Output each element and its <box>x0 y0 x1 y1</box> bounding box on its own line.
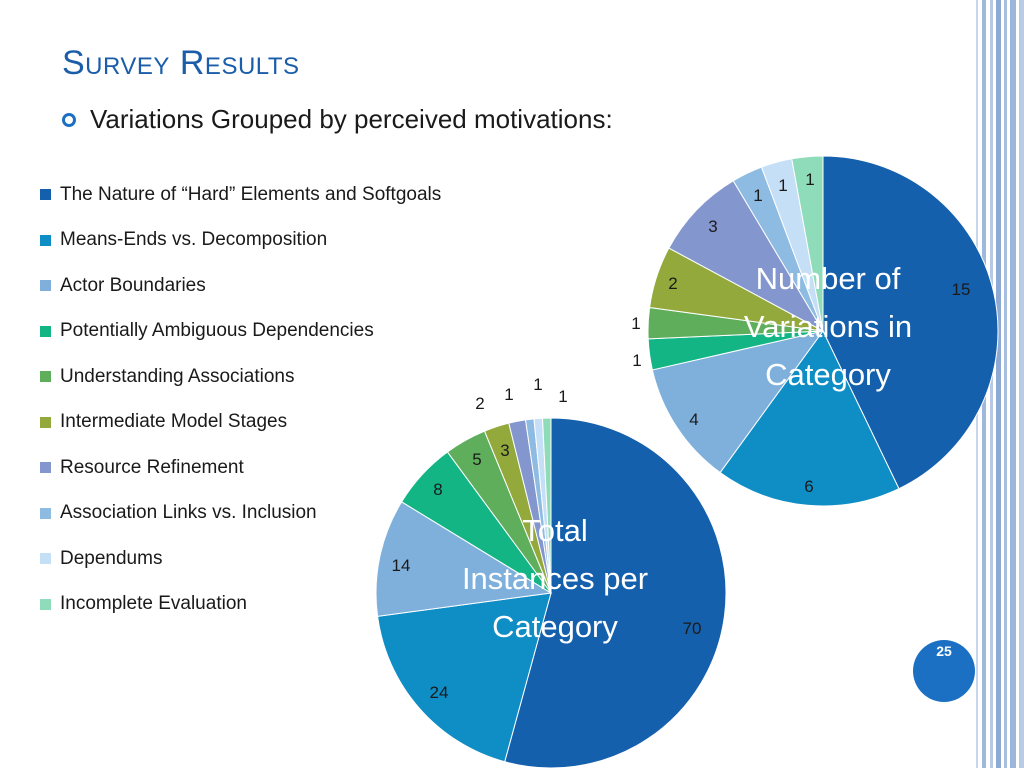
pie-slice <box>375 501 553 617</box>
legend-item: Incomplete Evaluation <box>40 582 441 628</box>
pie-slice <box>719 330 900 507</box>
legend-label: Actor Boundaries <box>60 274 206 296</box>
legend-item: Understanding Associations <box>40 354 441 400</box>
chart-legend: The Nature of “Hard” Elements and Softgo… <box>40 172 441 627</box>
pie-slice <box>651 330 825 474</box>
legend-swatch <box>40 553 51 565</box>
pie-slice <box>668 180 825 333</box>
legend-swatch <box>40 598 51 610</box>
pie-slice <box>504 417 727 768</box>
data-label: 5 <box>472 450 481 469</box>
legend-item: Association Links vs. Inclusion <box>40 491 441 537</box>
data-label: 15 <box>952 280 971 299</box>
data-label: 2 <box>475 394 484 413</box>
legend-label: Association Links vs. Inclusion <box>60 502 317 524</box>
legend-swatch <box>40 280 51 292</box>
data-label: 6 <box>804 477 813 496</box>
legend-label: Dependums <box>60 547 163 569</box>
legend-label: Means-Ends vs. Decomposition <box>60 229 328 251</box>
slide-subtitle: Variations Grouped by perceived motivati… <box>90 104 613 134</box>
data-label: 3 <box>500 441 509 460</box>
data-label: 1 <box>631 314 640 333</box>
legend-swatch <box>40 234 51 246</box>
legend-item: The Nature of “Hard” Elements and Softgo… <box>40 172 441 218</box>
data-label: 1 <box>753 186 762 205</box>
legend-swatch <box>40 325 51 337</box>
legend-label: Resource Refinement <box>60 456 244 478</box>
page-number-badge: 25 <box>913 640 975 702</box>
data-label: 1 <box>558 387 567 406</box>
pie-slice <box>541 417 552 594</box>
data-label: 8 <box>433 480 442 499</box>
legend-item: Actor Boundaries <box>40 263 441 309</box>
legend-item: Dependums <box>40 536 441 582</box>
chart-title: Total Instances per Category <box>462 513 648 644</box>
pie-slice <box>791 155 824 332</box>
legend-swatch <box>40 416 51 428</box>
legend-swatch <box>40 189 51 201</box>
data-label: 1 <box>805 170 814 189</box>
legend-item: Intermediate Model Stages <box>40 400 441 446</box>
data-label: 1 <box>504 385 513 404</box>
data-label: 14 <box>392 556 411 575</box>
legend-item: Resource Refinement <box>40 445 441 491</box>
legend-item: Potentially Ambiguous Dependencies <box>40 309 441 355</box>
legend-swatch <box>40 462 51 474</box>
data-label: 70 <box>683 619 702 638</box>
legend-label: Incomplete Evaluation <box>60 593 247 615</box>
legend-swatch <box>40 507 51 519</box>
chart-title: Number of Variations in Category <box>744 261 912 392</box>
data-label: 1 <box>632 351 641 370</box>
data-label: 1 <box>533 375 542 394</box>
pie-slice <box>377 592 552 763</box>
page-number: 25 <box>936 643 952 659</box>
legend-label: Understanding Associations <box>60 365 295 387</box>
data-label: 2 <box>668 274 677 293</box>
data-label: 24 <box>430 683 449 702</box>
slide-title: Survey Results <box>62 44 300 82</box>
bullet-circle-icon <box>62 112 76 127</box>
data-label: 3 <box>708 217 717 236</box>
data-label: 1 <box>778 176 787 195</box>
data-label: 4 <box>689 410 698 429</box>
pie-slice <box>822 155 999 490</box>
legend-swatch <box>40 371 51 383</box>
subtitle-bullet-row: Variations Grouped by perceived motivati… <box>62 104 613 135</box>
legend-item: Means-Ends vs. Decomposition <box>40 218 441 264</box>
legend-label: Intermediate Model Stages <box>60 411 288 433</box>
legend-label: Potentially Ambiguous Dependencies <box>60 320 374 342</box>
legend-label: The Nature of “Hard” Elements and Softgo… <box>60 183 442 205</box>
